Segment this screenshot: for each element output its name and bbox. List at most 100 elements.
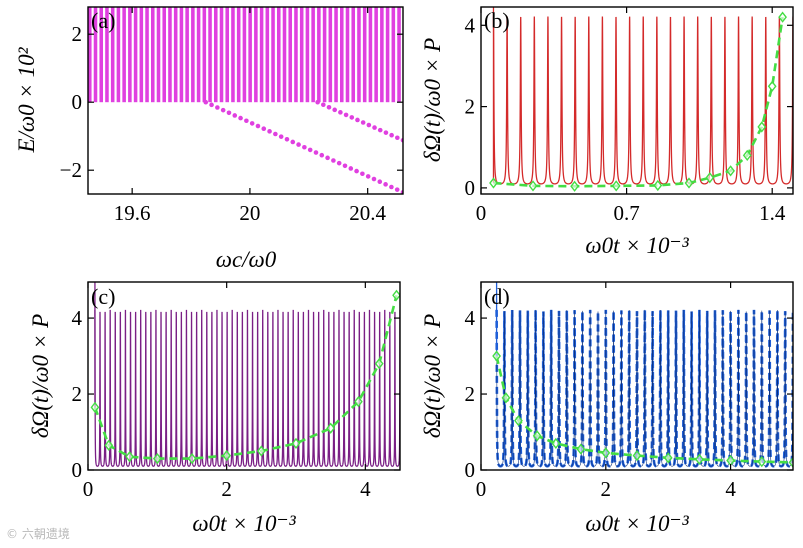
x-tick-label: 2 xyxy=(221,477,232,501)
continuum-stripe xyxy=(185,7,189,103)
envelope-marker xyxy=(684,177,694,189)
bound-state-point xyxy=(315,99,320,105)
plot-area xyxy=(90,282,400,467)
oscillation-line xyxy=(492,16,793,185)
continuum-stripe xyxy=(380,7,384,103)
x-tick-label: 4 xyxy=(725,477,736,501)
bound-state-point xyxy=(366,122,372,128)
y-tick-label: 0 xyxy=(72,458,83,482)
continuum-stripe xyxy=(202,7,207,103)
y-tick-label: 4 xyxy=(465,13,476,37)
x-tick-label: 20.4 xyxy=(349,201,386,225)
y-tick-label: 0 xyxy=(465,176,476,200)
continuum-stripe xyxy=(151,7,155,103)
continuum-stripe xyxy=(128,7,132,103)
bound-state-point xyxy=(273,131,278,137)
panel-d: 0 2 4 0 2 4 (d) ω0t × 10⁻³ δΩ(t)/ω0 × P xyxy=(420,281,794,536)
bound-state-point xyxy=(226,110,232,116)
continuum-stripe xyxy=(322,7,327,103)
continuum-stripe xyxy=(397,7,401,103)
continuum-stripe xyxy=(282,7,287,103)
continuum-stripe xyxy=(93,7,98,103)
envelope-marker xyxy=(222,449,232,462)
y-tick-label: 2 xyxy=(465,382,476,406)
bound-state-point xyxy=(331,158,336,163)
continuum-stripe xyxy=(317,7,321,103)
continuum-stripe xyxy=(340,7,344,103)
envelope-marker xyxy=(90,401,100,413)
y-tick-label: 2 xyxy=(72,382,83,406)
envelope-marker xyxy=(601,447,611,459)
bound-state-point xyxy=(325,155,330,161)
continuum-stripe xyxy=(99,7,103,103)
envelope-marker xyxy=(767,80,777,92)
continuum-stripe xyxy=(156,7,161,103)
continuum-stripe xyxy=(277,7,281,103)
envelope-marker xyxy=(256,445,266,457)
envelope-marker xyxy=(695,453,704,466)
continuum-stripe xyxy=(357,7,361,103)
bound-state-point xyxy=(336,160,342,166)
envelope-marker xyxy=(492,350,501,362)
continuum-stripe xyxy=(162,7,166,103)
bound-state-point xyxy=(348,166,354,171)
continuum-stripe xyxy=(345,7,350,103)
continuum-stripe xyxy=(288,7,292,103)
bound-state-point xyxy=(296,142,301,147)
bound-state-point xyxy=(203,99,209,105)
oscillation-line xyxy=(94,309,400,467)
envelope-marker xyxy=(632,449,642,462)
axes-frame xyxy=(87,281,401,471)
bound-state-point xyxy=(354,168,359,174)
continuum-stripe xyxy=(110,7,115,103)
bound-state-point xyxy=(307,147,313,153)
plot-area xyxy=(492,282,793,469)
continuum-stripe xyxy=(334,7,338,103)
bound-state-point xyxy=(220,107,226,113)
x-axis-label: ω0t × 10⁻³ xyxy=(192,511,296,536)
y-axis-label: δΩ(t)/ω0 × P xyxy=(420,38,445,162)
envelope-marker xyxy=(742,149,752,162)
panel-label: (c) xyxy=(91,284,115,309)
panel-a: 19.6 20 20.4 −2 0 2 (a) ωc/ω0 E/ω0 × 10² xyxy=(14,6,404,272)
bound-state-point xyxy=(232,113,238,118)
envelope-marker xyxy=(514,414,523,427)
bound-state-point xyxy=(238,115,243,121)
x-tick-label: 19.6 xyxy=(114,201,151,225)
continuum-stripe xyxy=(191,7,195,103)
envelope-marker xyxy=(570,180,579,192)
plot-area xyxy=(489,7,793,192)
continuum-stripe xyxy=(145,7,149,103)
y-tick-label: 0 xyxy=(465,458,476,482)
envelope-marker xyxy=(663,452,673,464)
continuum-stripe xyxy=(214,7,218,103)
envelope-marker xyxy=(726,454,735,467)
continuum-stripe xyxy=(179,7,184,103)
envelope-marker xyxy=(187,452,197,465)
y-tick-label: 0 xyxy=(72,90,83,114)
y-tick-label: 4 xyxy=(465,306,476,330)
continuum-stripe xyxy=(299,7,304,103)
envelope-line xyxy=(493,16,784,188)
bound-state-point xyxy=(302,144,307,150)
x-tick-label: 4 xyxy=(360,477,371,501)
x-axis-label: ω0t × 10⁻³ xyxy=(585,511,689,536)
y-axis-label: E/ω0 × 10² xyxy=(14,46,39,153)
continuum-stripe xyxy=(168,7,172,103)
continuum-stripe xyxy=(362,7,367,103)
continuum-stripe xyxy=(368,7,373,103)
continuum-stripe xyxy=(259,7,264,103)
bound-state-point xyxy=(394,187,400,192)
bound-state-point xyxy=(371,176,377,182)
y-axis-label: δΩ(t)/ω0 × P xyxy=(420,314,445,438)
continuum-stripe xyxy=(173,7,178,103)
envelope-marker xyxy=(611,180,621,192)
bound-state-point xyxy=(349,115,355,120)
bound-state-point xyxy=(377,179,383,184)
continuum-stripe xyxy=(122,7,126,103)
continuum-stripe xyxy=(248,7,252,103)
envelope-marker xyxy=(374,358,384,370)
bound-state-point xyxy=(383,182,388,187)
bound-state-point xyxy=(377,127,383,133)
envelope-marker xyxy=(528,180,538,192)
